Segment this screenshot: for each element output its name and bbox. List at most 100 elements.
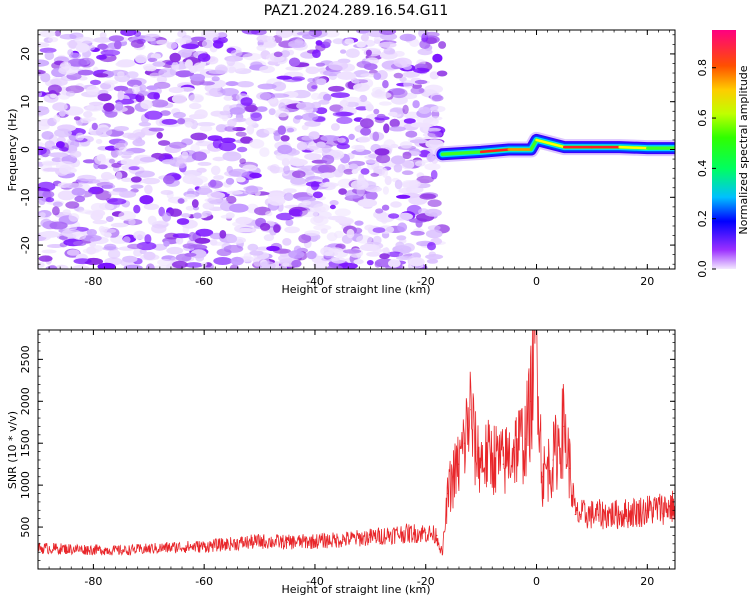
spectral-noise-blob	[121, 177, 133, 182]
spectral-noise-blob	[117, 90, 125, 101]
snr-data-point	[646, 509, 648, 511]
spectral-noise-blob	[54, 264, 69, 269]
spectral-noise-blob	[161, 118, 178, 125]
spectral-noise-blob	[239, 158, 246, 165]
spectral-noise-blob	[235, 131, 247, 137]
spectral-noise-blob	[298, 234, 312, 244]
spectral-noise-blob	[332, 38, 345, 45]
spectral-noise-blob	[172, 111, 186, 119]
spectral-noise-blob	[393, 57, 412, 68]
spectral-noise-blob	[132, 138, 146, 147]
spectral-noise-blob	[375, 208, 384, 214]
spectral-noise-blob	[177, 49, 192, 58]
spectral-noise-blob	[428, 251, 436, 257]
spectral-noise-blob	[330, 123, 340, 131]
spectral-noise-blob	[230, 49, 243, 57]
spectral-noise-blob	[38, 181, 56, 192]
spectral-noise-blob	[240, 136, 253, 144]
spectrogram-x-label: Height of straight line (km)	[281, 283, 430, 296]
spectral-noise-blob	[138, 121, 152, 127]
spectral-noise-blob	[425, 37, 437, 45]
spectral-noise-blob	[351, 169, 358, 175]
spectral-noise-blob	[73, 258, 92, 265]
spectral-noise-blob	[291, 259, 302, 268]
spectral-noise-blob	[384, 175, 392, 186]
spectral-noise-blob	[108, 35, 124, 42]
spectral-noise-blob	[419, 193, 437, 200]
spectral-noise-blob	[54, 128, 72, 138]
spectral-noise-blob	[402, 181, 419, 190]
y-tick-label: 2000	[19, 387, 32, 415]
spectral-noise-blob	[418, 106, 431, 115]
spectral-noise-blob	[42, 161, 60, 166]
spectral-noise-blob	[118, 211, 136, 221]
spectral-noise-blob	[97, 93, 112, 102]
snr-data-point	[259, 540, 261, 542]
colorbar-tick-label: 0.0	[696, 260, 709, 278]
snr-data-point	[475, 451, 477, 453]
spectral-noise-blob	[172, 233, 191, 239]
spectral-noise-blob	[104, 80, 118, 85]
spectral-noise-blob	[225, 81, 239, 87]
spectral-noise-blob	[63, 183, 83, 189]
spectral-noise-blob	[155, 39, 170, 45]
spectral-noise-blob	[285, 219, 294, 227]
spectral-noise-blob	[48, 264, 57, 269]
spectral-noise-blob	[59, 61, 72, 69]
snr-data-point	[491, 455, 493, 457]
spectral-noise-blob	[139, 84, 147, 92]
spectral-noise-blob	[283, 165, 290, 175]
spectral-noise-blob	[256, 92, 272, 101]
spectral-noise-blob	[310, 92, 321, 101]
snr-x-ticks: -80 -60 -40 -20 0 20	[37, 330, 670, 588]
spectral-noise-blob	[48, 152, 69, 158]
spectral-noise-blob	[90, 202, 106, 212]
spectral-noise-blob	[115, 101, 124, 111]
spectral-noise-blob	[373, 72, 382, 80]
spectral-noise-blob	[83, 111, 93, 118]
spectral-noise-blob	[259, 147, 270, 158]
spectral-noise-blob	[211, 76, 220, 82]
spectral-noise-blob	[113, 126, 129, 132]
spectral-noise-blob	[50, 93, 57, 99]
spectral-noise-blob	[390, 201, 402, 208]
spectral-noise-blob	[283, 192, 294, 201]
spectral-noise-blob	[38, 59, 50, 67]
spectral-noise-blob	[427, 199, 442, 207]
spectral-noise-blob	[94, 73, 109, 78]
spectral-noise-blob	[382, 80, 389, 89]
spectral-noise-blob	[366, 251, 381, 257]
signal-track-core	[479, 148, 511, 154]
spectral-noise-blob	[92, 219, 108, 225]
snr-data-point	[619, 513, 621, 516]
spectral-noise-blob	[424, 208, 442, 217]
spectral-noise-blob	[226, 234, 238, 244]
spectral-noise-blob	[321, 145, 332, 154]
spectral-noise-blob	[399, 76, 407, 83]
spectral-noise-blob	[199, 125, 213, 132]
spectral-noise-blob	[176, 218, 190, 225]
spectral-noise-blob	[328, 60, 349, 71]
spectral-noise-blob	[373, 36, 381, 44]
spectral-noise-blob	[353, 259, 364, 265]
spectral-noise-blob	[144, 110, 163, 120]
spectral-noise-blob	[301, 135, 315, 141]
spectral-noise-blob	[95, 127, 113, 137]
spectral-noise-blob	[38, 42, 50, 48]
spectral-noise-blob	[130, 39, 144, 48]
colorbar-tick-label: 0.4	[696, 160, 709, 178]
spectral-noise-blob	[232, 221, 242, 227]
spectral-noise-blob	[396, 194, 411, 199]
spectral-noise-blob	[292, 170, 306, 178]
spectral-noise-blob	[103, 102, 115, 112]
spectral-noise-blob	[139, 249, 147, 255]
spectral-noise-blob	[273, 51, 283, 58]
spectral-noise-blob	[361, 47, 381, 52]
spectral-noise-blob	[331, 257, 346, 264]
spectral-noise-blob	[39, 212, 46, 218]
snr-y-label: SNR (10 * v/v)	[6, 411, 19, 489]
spectral-noise-blob	[410, 159, 429, 164]
spectral-noise-blob	[61, 229, 81, 238]
spectral-noise-blob	[243, 252, 252, 261]
spectral-noise-blob	[197, 53, 211, 62]
